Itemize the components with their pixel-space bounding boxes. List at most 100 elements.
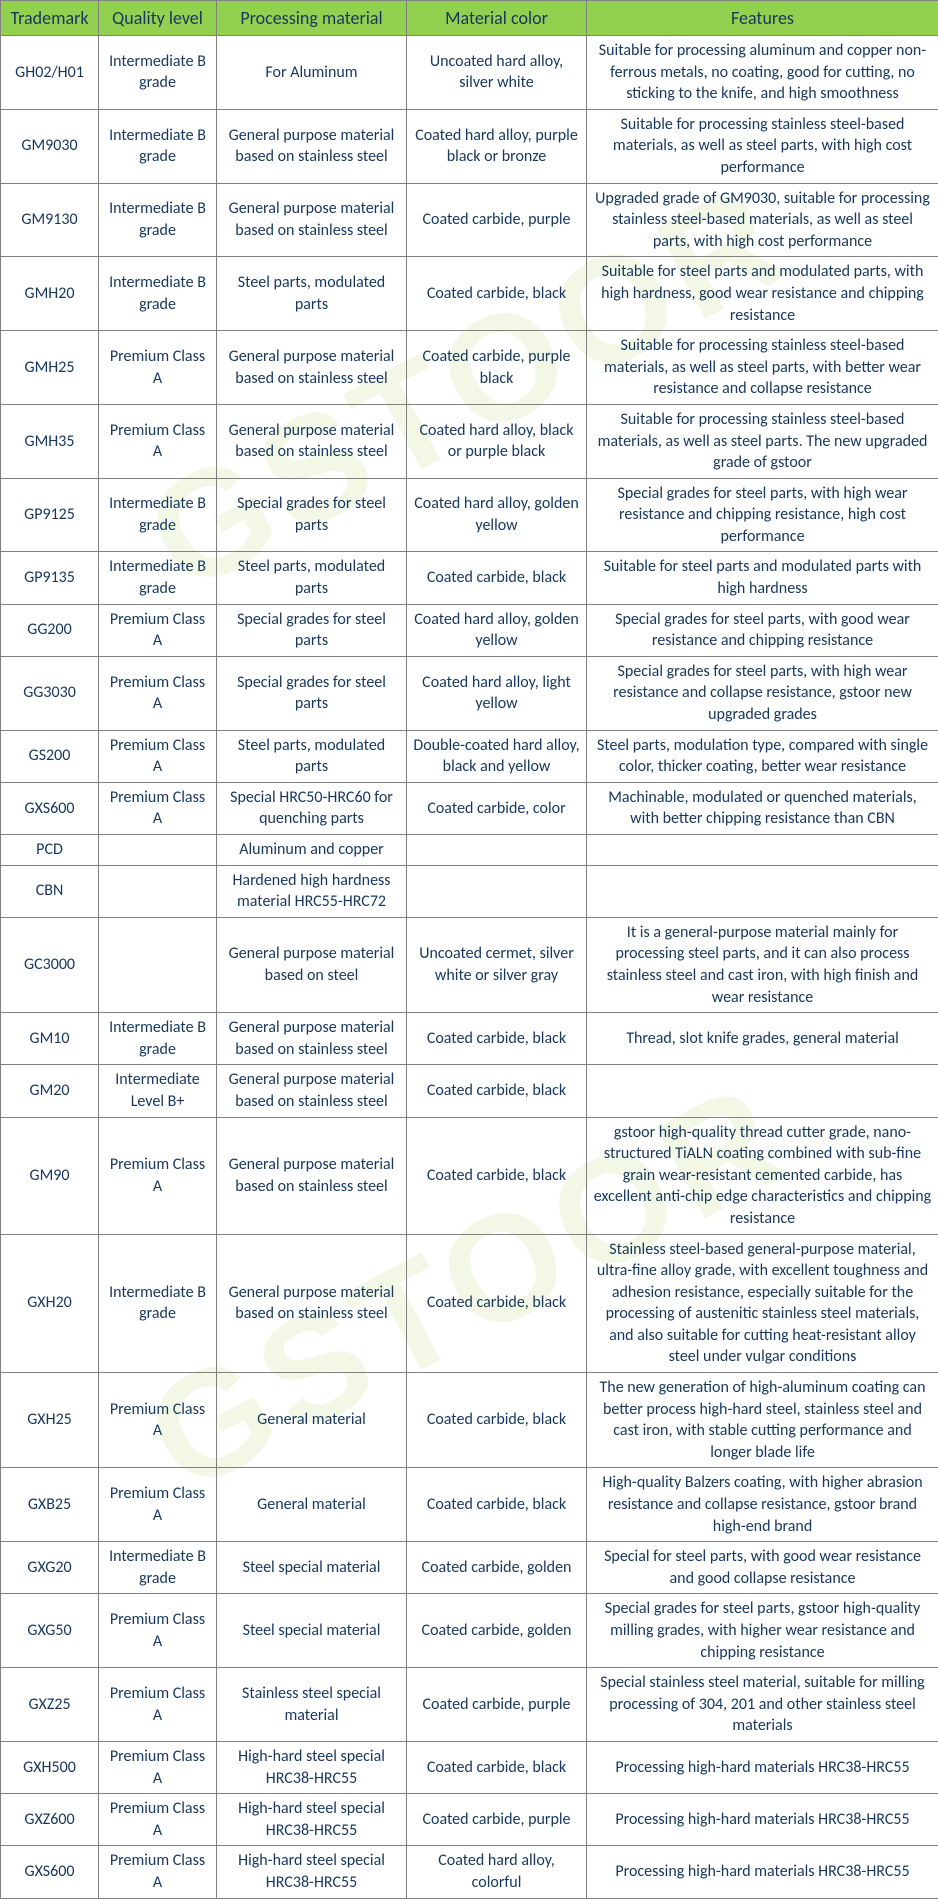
cell-9-1: Premium Class A	[99, 656, 217, 730]
cell-11-1: Premium Class A	[99, 782, 217, 834]
cell-3-3: Coated carbide, black	[407, 257, 587, 331]
cell-19-1: Premium Class A	[99, 1373, 217, 1468]
cell-16-1: Intermediate Level B+	[99, 1065, 217, 1117]
table-row: GM9130Intermediate B gradeGeneral purpos…	[1, 183, 938, 257]
cell-19-2: General material	[217, 1373, 407, 1468]
cell-22-4: Special grades for steel parts, gstoor h…	[587, 1594, 938, 1668]
cell-21-2: Steel special material	[217, 1542, 407, 1594]
cell-6-4: Special grades for steel parts, with hig…	[587, 478, 938, 552]
cell-22-1: Premium Class A	[99, 1594, 217, 1668]
cell-20-2: General material	[217, 1468, 407, 1542]
table-row: GC3000General purpose material based on …	[1, 917, 938, 1012]
table-row: GP9135Intermediate B gradeSteel parts, m…	[1, 552, 938, 604]
cell-5-0: GMH35	[1, 404, 99, 478]
cell-25-4: Processing high-hard materials HRC38-HRC…	[587, 1794, 938, 1846]
table-row: GS200Premium Class ASteel parts, modulat…	[1, 730, 938, 782]
cell-3-2: Steel parts, modulated parts	[217, 257, 407, 331]
table-row: GXH25Premium Class AGeneral materialCoat…	[1, 1373, 938, 1468]
cell-12-4	[587, 835, 938, 866]
cell-11-2: Special HRC50-HRC60 for quenching parts	[217, 782, 407, 834]
cell-26-1: Premium Class A	[99, 1846, 217, 1898]
cell-9-4: Special grades for steel parts, with hig…	[587, 656, 938, 730]
cell-18-1: Intermediate B grade	[99, 1234, 217, 1373]
cell-15-4: Thread, slot knife grades, general mater…	[587, 1013, 938, 1065]
cell-20-4: High-quality Balzers coating, with highe…	[587, 1468, 938, 1542]
cell-20-3: Coated carbide, black	[407, 1468, 587, 1542]
table-row: GG3030Premium Class ASpecial grades for …	[1, 656, 938, 730]
cell-7-1: Intermediate B grade	[99, 552, 217, 604]
cell-12-3	[407, 835, 587, 866]
cell-23-1: Premium Class A	[99, 1668, 217, 1742]
cell-1-1: Intermediate B grade	[99, 109, 217, 183]
cell-4-4: Suitable for processing stainless steel-…	[587, 331, 938, 405]
table-row: PCDAluminum and copper	[1, 835, 938, 866]
cell-24-0: GXH500	[1, 1741, 99, 1793]
cell-13-1	[99, 865, 217, 917]
cell-3-0: GMH20	[1, 257, 99, 331]
cell-25-2: High-hard steel special HRC38-HRC55	[217, 1794, 407, 1846]
table-row: GXB25Premium Class AGeneral materialCoat…	[1, 1468, 938, 1542]
cell-19-4: The new generation of high-aluminum coat…	[587, 1373, 938, 1468]
cell-17-3: Coated carbide, black	[407, 1117, 587, 1234]
cell-8-0: GG200	[1, 604, 99, 656]
table-row: GXZ25Premium Class AStainless steel spec…	[1, 1668, 938, 1742]
cell-1-4: Suitable for processing stainless steel-…	[587, 109, 938, 183]
cell-11-3: Coated carbide, color	[407, 782, 587, 834]
cell-23-3: Coated carbide, purple	[407, 1668, 587, 1742]
cell-12-1	[99, 835, 217, 866]
cell-0-2: For Aluminum	[217, 36, 407, 110]
cell-18-0: GXH20	[1, 1234, 99, 1373]
table-row: GM90Premium Class AGeneral purpose mater…	[1, 1117, 938, 1234]
table-row: GXS600Premium Class ASpecial HRC50-HRC60…	[1, 782, 938, 834]
cell-21-3: Coated carbide, golden	[407, 1542, 587, 1594]
cell-6-1: Intermediate B grade	[99, 478, 217, 552]
table-row: GP9125Intermediate B grade Special grades…	[1, 478, 938, 552]
table-row: GMH20Intermediate B gradeSteel parts, mo…	[1, 257, 938, 331]
cell-13-4	[587, 865, 938, 917]
cell-20-1: Premium Class A	[99, 1468, 217, 1542]
table-row: GMH25Premium Class AGeneral purpose mate…	[1, 331, 938, 405]
table-row: GM20Intermediate Level B+General purpose…	[1, 1065, 938, 1117]
cell-1-0: GM9030	[1, 109, 99, 183]
cell-7-2: Steel parts, modulated parts	[217, 552, 407, 604]
cell-24-4: Processing high-hard materials HRC38-HRC…	[587, 1741, 938, 1793]
cell-15-2: General purpose material based on stainl…	[217, 1013, 407, 1065]
cell-4-0: GMH25	[1, 331, 99, 405]
col-header-1: Quality level	[99, 1, 217, 36]
table-row: CBNHardened high hardness material HRC55…	[1, 865, 938, 917]
cell-25-0: GXZ600	[1, 1794, 99, 1846]
cell-26-3: Coated hard alloy, colorful	[407, 1846, 587, 1898]
cell-14-2: General purpose material based on steel	[217, 917, 407, 1012]
cell-9-2: Special grades for steel parts	[217, 656, 407, 730]
cell-13-3	[407, 865, 587, 917]
cell-11-0: GXS600	[1, 782, 99, 834]
cell-10-4: Steel parts, modulation type, compared w…	[587, 730, 938, 782]
cell-4-1: Premium Class A	[99, 331, 217, 405]
cell-1-2: General purpose material based on stainl…	[217, 109, 407, 183]
cell-9-3: Coated hard alloy, light yellow	[407, 656, 587, 730]
cell-22-3: Coated carbide, golden	[407, 1594, 587, 1668]
cell-7-0: GP9135	[1, 552, 99, 604]
cell-8-4: Special grades for steel parts, with goo…	[587, 604, 938, 656]
cell-7-4: Suitable for steel parts and modulated p…	[587, 552, 938, 604]
col-header-3: Material color	[407, 1, 587, 36]
table-row: GXH20Intermediate B gradeGeneral purpose…	[1, 1234, 938, 1373]
cell-26-4: Processing high-hard materials HRC38-HRC…	[587, 1846, 938, 1898]
table-row: GXG50Premium Class ASteel special materi…	[1, 1594, 938, 1668]
cell-16-0: GM20	[1, 1065, 99, 1117]
table-row: GXZ600Premium Class AHigh-hard steel spe…	[1, 1794, 938, 1846]
cell-12-2: Aluminum and copper	[217, 835, 407, 866]
cell-19-0: GXH25	[1, 1373, 99, 1468]
cell-17-0: GM90	[1, 1117, 99, 1234]
cell-23-0: GXZ25	[1, 1668, 99, 1742]
cell-16-3: Coated carbide, black	[407, 1065, 587, 1117]
cell-5-1: Premium Class A	[99, 404, 217, 478]
cell-0-0: GH02/H01	[1, 36, 99, 110]
cell-8-2: Special grades for steel parts	[217, 604, 407, 656]
cell-16-2: General purpose material based on stainl…	[217, 1065, 407, 1117]
table-row: GM10Intermediate B gradeGeneral purpose …	[1, 1013, 938, 1065]
cell-4-2: General purpose material based on stainl…	[217, 331, 407, 405]
cell-6-0: GP9125	[1, 478, 99, 552]
table-row: GXG20Intermediate B gradeSteel special m…	[1, 1542, 938, 1594]
cell-10-2: Steel parts, modulated parts	[217, 730, 407, 782]
